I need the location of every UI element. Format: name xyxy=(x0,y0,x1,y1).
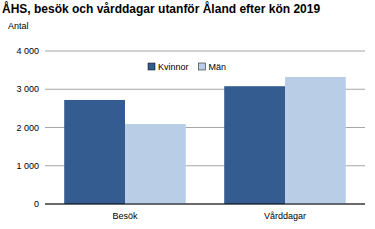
legend-swatch xyxy=(199,63,206,70)
y-tick-label: 0 xyxy=(34,199,39,209)
title: ÅHS, besök och vårddagar utanför Åland e… xyxy=(2,1,320,16)
bar xyxy=(224,86,285,204)
legend-swatch xyxy=(148,63,155,70)
y-tick-label: 4 000 xyxy=(16,46,39,56)
x-tick-label: Vårddagar xyxy=(264,211,306,221)
bar xyxy=(125,124,186,204)
chart: ÅHS, besök och vårddagar utanför Åland e… xyxy=(0,0,375,229)
y-tick-label: 3 000 xyxy=(16,84,39,94)
grid-line xyxy=(45,51,365,52)
x-tick-label: Besök xyxy=(112,211,138,221)
bar xyxy=(285,77,346,204)
y-tick-label: 1 000 xyxy=(16,161,39,171)
legend-label: Män xyxy=(209,62,227,72)
legend-label: Kvinnor xyxy=(158,62,189,72)
bars xyxy=(64,77,346,204)
x-axis xyxy=(45,204,365,205)
y-tick-label: 2 000 xyxy=(16,123,39,133)
grid-line xyxy=(45,204,365,205)
legend: Kvinnor Män xyxy=(148,62,226,72)
bar xyxy=(64,100,125,204)
y-axis-label: Antal xyxy=(8,21,29,31)
